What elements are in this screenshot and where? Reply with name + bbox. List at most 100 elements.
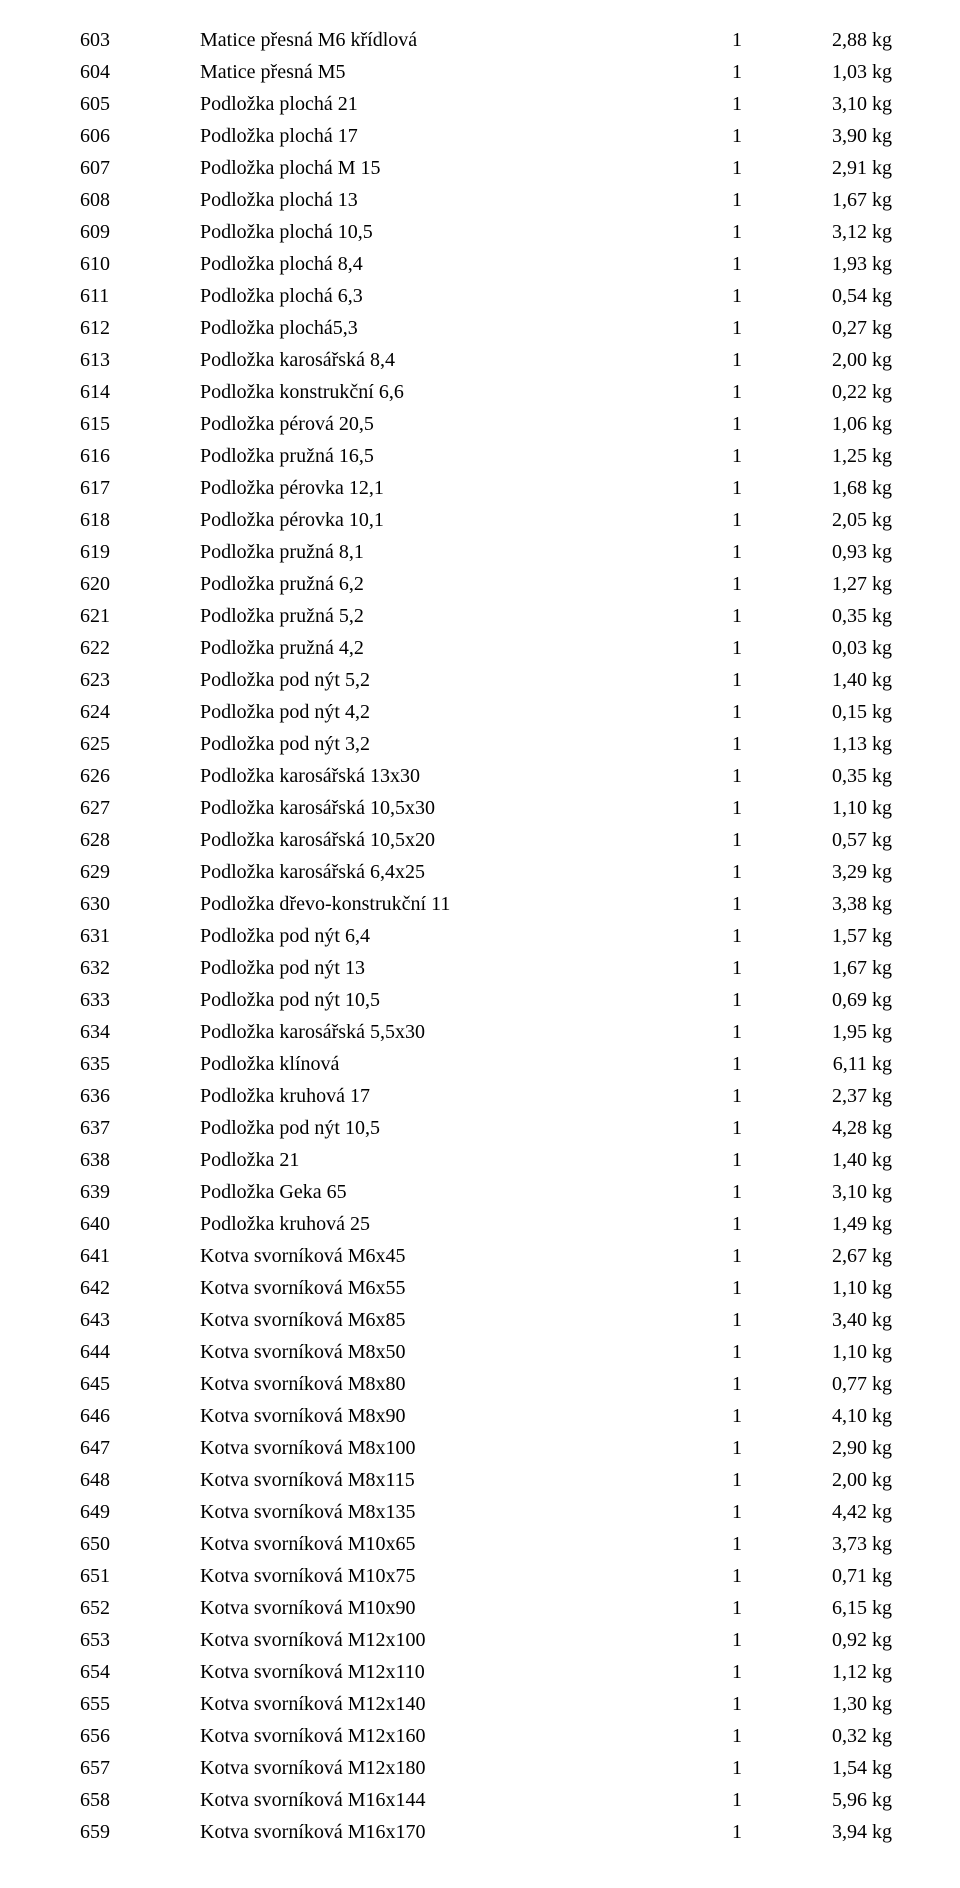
row-number: 628 — [80, 824, 200, 856]
row-weight: 1,67 kg — [792, 952, 892, 984]
table-row: 643Kotva svorníková M6x8513,40 kg — [80, 1304, 892, 1336]
row-quantity: 1 — [732, 504, 792, 536]
row-weight: 2,37 kg — [792, 1080, 892, 1112]
row-number: 611 — [80, 280, 200, 312]
row-quantity: 1 — [732, 1304, 792, 1336]
row-quantity: 1 — [732, 120, 792, 152]
row-number: 641 — [80, 1240, 200, 1272]
row-number: 614 — [80, 376, 200, 408]
row-weight: 3,38 kg — [792, 888, 892, 920]
row-description: Kotva svorníková M8x100 — [200, 1432, 732, 1464]
row-description: Kotva svorníková M8x115 — [200, 1464, 732, 1496]
row-number: 613 — [80, 344, 200, 376]
row-number: 654 — [80, 1656, 200, 1688]
row-weight: 1,10 kg — [792, 792, 892, 824]
table-row: 621Podložka pružná 5,210,35 kg — [80, 600, 892, 632]
row-weight: 0,15 kg — [792, 696, 892, 728]
row-description: Podložka pérová 20,5 — [200, 408, 732, 440]
row-quantity: 1 — [732, 664, 792, 696]
table-row: 648Kotva svorníková M8x11512,00 kg — [80, 1464, 892, 1496]
row-quantity: 1 — [732, 1624, 792, 1656]
row-weight: 0,93 kg — [792, 536, 892, 568]
row-number: 603 — [80, 24, 200, 56]
table-row: 605Podložka plochá 2113,10 kg — [80, 88, 892, 120]
row-number: 652 — [80, 1592, 200, 1624]
row-description: Podložka pružná 16,5 — [200, 440, 732, 472]
row-description: Podložka plochá 6,3 — [200, 280, 732, 312]
row-description: Podložka 21 — [200, 1144, 732, 1176]
row-quantity: 1 — [732, 856, 792, 888]
table-row: 629Podložka karosářská 6,4x2513,29 kg — [80, 856, 892, 888]
table-row: 612Podložka plochá5,310,27 kg — [80, 312, 892, 344]
row-description: Podložka plochá 10,5 — [200, 216, 732, 248]
row-description: Podložka pérovka 12,1 — [200, 472, 732, 504]
row-quantity: 1 — [732, 1112, 792, 1144]
table-row: 626Podložka karosářská 13x3010,35 kg — [80, 760, 892, 792]
row-description: Podložka karosářská 10,5x20 — [200, 824, 732, 856]
row-weight: 4,28 kg — [792, 1112, 892, 1144]
row-quantity: 1 — [732, 472, 792, 504]
row-number: 646 — [80, 1400, 200, 1432]
row-quantity: 1 — [732, 952, 792, 984]
row-quantity: 1 — [732, 760, 792, 792]
row-description: Podložka plochá 17 — [200, 120, 732, 152]
row-quantity: 1 — [732, 1400, 792, 1432]
row-number: 607 — [80, 152, 200, 184]
row-number: 621 — [80, 600, 200, 632]
row-number: 656 — [80, 1720, 200, 1752]
row-quantity: 1 — [732, 184, 792, 216]
row-description: Kotva svorníková M16x170 — [200, 1816, 732, 1848]
row-description: Podložka pod nýt 5,2 — [200, 664, 732, 696]
row-quantity: 1 — [732, 696, 792, 728]
row-weight: 2,00 kg — [792, 1464, 892, 1496]
row-number: 617 — [80, 472, 200, 504]
row-description: Podložka pod nýt 3,2 — [200, 728, 732, 760]
table-row: 638Podložka 2111,40 kg — [80, 1144, 892, 1176]
row-weight: 1,10 kg — [792, 1272, 892, 1304]
row-number: 644 — [80, 1336, 200, 1368]
row-number: 635 — [80, 1048, 200, 1080]
row-description: Podložka plochá 8,4 — [200, 248, 732, 280]
row-weight: 2,91 kg — [792, 152, 892, 184]
row-weight: 3,40 kg — [792, 1304, 892, 1336]
row-weight: 0,92 kg — [792, 1624, 892, 1656]
row-quantity: 1 — [732, 1464, 792, 1496]
row-description: Kotva svorníková M12x180 — [200, 1752, 732, 1784]
row-description: Podložka kruhová 17 — [200, 1080, 732, 1112]
table-row: 604Matice přesná M511,03 kg — [80, 56, 892, 88]
row-number: 651 — [80, 1560, 200, 1592]
row-description: Matice přesná M6 křídlová — [200, 24, 732, 56]
row-description: Podložka pružná 5,2 — [200, 600, 732, 632]
row-weight: 4,42 kg — [792, 1496, 892, 1528]
table-row: 627Podložka karosářská 10,5x3011,10 kg — [80, 792, 892, 824]
row-number: 657 — [80, 1752, 200, 1784]
row-quantity: 1 — [732, 1784, 792, 1816]
row-weight: 0,54 kg — [792, 280, 892, 312]
row-quantity: 1 — [732, 632, 792, 664]
row-description: Kotva svorníková M8x90 — [200, 1400, 732, 1432]
row-weight: 3,73 kg — [792, 1528, 892, 1560]
row-quantity: 1 — [732, 1048, 792, 1080]
row-weight: 3,94 kg — [792, 1816, 892, 1848]
row-number: 649 — [80, 1496, 200, 1528]
row-description: Kotva svorníková M6x45 — [200, 1240, 732, 1272]
row-description: Podložka plochá 21 — [200, 88, 732, 120]
row-quantity: 1 — [732, 88, 792, 120]
table-row: 647Kotva svorníková M8x10012,90 kg — [80, 1432, 892, 1464]
row-description: Podložka karosářská 13x30 — [200, 760, 732, 792]
row-quantity: 1 — [732, 1496, 792, 1528]
table-row: 625Podložka pod nýt 3,211,13 kg — [80, 728, 892, 760]
row-quantity: 1 — [732, 1560, 792, 1592]
row-number: 650 — [80, 1528, 200, 1560]
row-weight: 0,57 kg — [792, 824, 892, 856]
row-description: Podložka pod nýt 13 — [200, 952, 732, 984]
row-description: Podložka pod nýt 10,5 — [200, 1112, 732, 1144]
row-description: Podložka pod nýt 6,4 — [200, 920, 732, 952]
row-weight: 1,25 kg — [792, 440, 892, 472]
table-row: 658Kotva svorníková M16x14415,96 kg — [80, 1784, 892, 1816]
row-description: Kotva svorníková M8x135 — [200, 1496, 732, 1528]
row-description: Kotva svorníková M8x50 — [200, 1336, 732, 1368]
row-quantity: 1 — [732, 568, 792, 600]
table-row: 623Podložka pod nýt 5,211,40 kg — [80, 664, 892, 696]
row-number: 640 — [80, 1208, 200, 1240]
